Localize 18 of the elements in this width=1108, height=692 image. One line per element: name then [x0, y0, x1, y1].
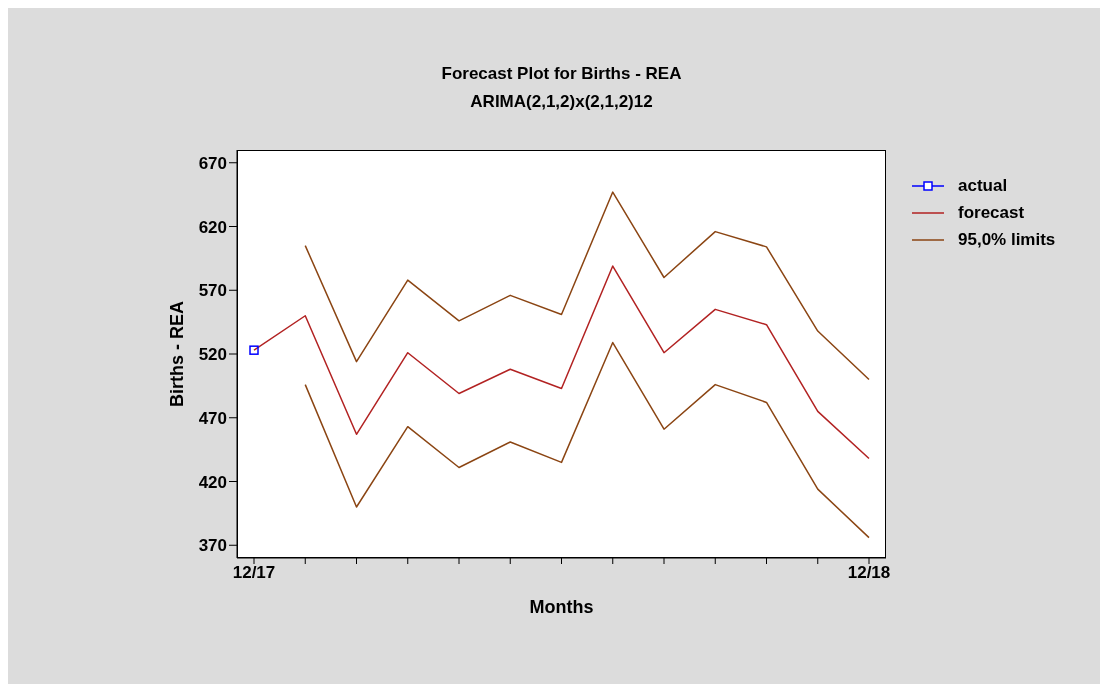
- y-tick-label: 670: [198, 153, 227, 173]
- x-tick-label: 12/17: [232, 563, 276, 583]
- legend-label: forecast: [958, 202, 1025, 223]
- y-tick-label: 420: [198, 472, 227, 492]
- x-axis-title: Months: [529, 596, 594, 617]
- x-tick-label: 12/18: [847, 563, 891, 583]
- y-tick-label: 570: [198, 281, 227, 301]
- chart-subtitle: ARIMA(2,1,2)x(2,1,2)12: [469, 91, 654, 113]
- y-axis-title: Births - REA: [167, 300, 188, 408]
- legend-label: 95,0% limits: [958, 229, 1056, 250]
- y-tick-label: 520: [198, 345, 227, 365]
- line-series: [304, 191, 870, 381]
- y-tick-label: 470: [198, 408, 227, 428]
- line-series: [304, 341, 870, 539]
- y-tick-label: 370: [198, 536, 227, 556]
- legend-label: actual: [958, 175, 1008, 196]
- chart-title: Forecast Plot for Births - REA: [440, 63, 683, 85]
- y-tick-label: 620: [198, 217, 227, 237]
